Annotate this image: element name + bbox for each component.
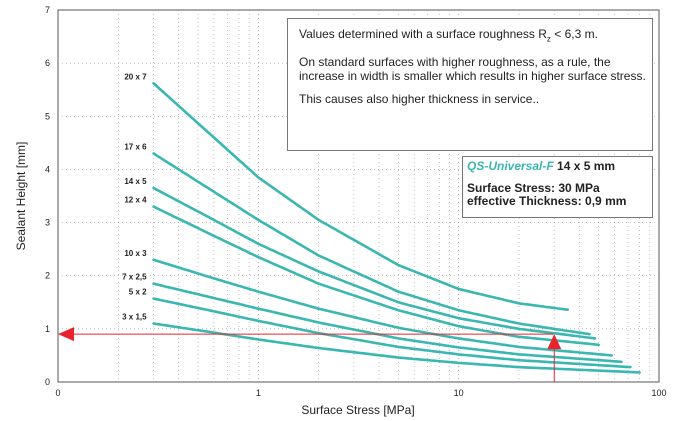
x-tick-label: 10 (454, 388, 464, 398)
effective-thickness-value: effective Thickness: 0,9 mm (467, 194, 627, 208)
info-note-standard-surfaces: On standard surfaces with higher roughne… (299, 55, 646, 84)
curves (152, 82, 641, 374)
curve-label: 7 x 2,5 (122, 273, 147, 282)
x-tick-label: 1 (256, 388, 261, 398)
curve-label: 3 x 1,5 (122, 313, 147, 322)
y-tick-label: 1 (45, 324, 50, 334)
y-axis-title: Sealant Height [mm] (14, 142, 28, 251)
product-size: 14 x 5 mm (553, 159, 616, 173)
curve-label: 5 x 2 (129, 288, 147, 297)
marker-left-arrow (58, 327, 74, 342)
axis-ticks: 0 1 10 100 0 1 2 3 4 5 6 7 (45, 5, 667, 398)
curve-label: 14 x 5 (124, 177, 147, 186)
y-tick-label: 7 (45, 5, 50, 15)
marker-up-arrow (547, 334, 562, 350)
x-tick-label: 0 (55, 388, 60, 398)
curve-series (152, 82, 569, 311)
curve-label: 10 x 3 (124, 249, 147, 258)
x-tick-label: 100 (651, 388, 666, 398)
product-title: QS-Universal-F 14 x 5 mm (467, 160, 648, 173)
y-tick-label: 3 (45, 218, 50, 228)
curve-label: 12 x 4 (124, 196, 147, 205)
curve-series (152, 186, 597, 340)
info-box: Values determined with a surface roughne… (287, 18, 653, 151)
curve-series (152, 258, 613, 357)
curve-series (152, 152, 591, 336)
note-1-text: Values determined with a surface roughne… (299, 27, 547, 41)
y-tick-label: 0 (45, 377, 50, 387)
y-tick-label: 5 (45, 111, 50, 121)
reading-marker (58, 327, 562, 382)
curve-label: 17 x 6 (124, 142, 147, 151)
surface-stress-value: Surface Stress: 30 MPa (467, 181, 600, 195)
y-tick-label: 6 (45, 58, 50, 68)
info-note-roughness: Values determined with a surface roughne… (299, 27, 646, 46)
product-box: QS-Universal-F 14 x 5 mm Surface Stress:… (462, 156, 653, 218)
curve-labels: 20 x 7 17 x 6 14 x 5 12 x 4 10 x 3 7 x 2,5 5 x… (122, 72, 147, 321)
x-axis-title: Surface Stress [MPa] (301, 403, 414, 417)
y-tick-label: 2 (45, 271, 50, 281)
product-name: QS-Universal-F (467, 159, 554, 173)
info-note-thickness: This causes also higher thickness in ser… (299, 92, 540, 107)
y-tick-label: 4 (45, 164, 50, 174)
curve-label: 20 x 7 (124, 72, 147, 81)
note-1-subscript: z (546, 34, 551, 44)
curve-series (152, 205, 600, 347)
plot-frame (57, 9, 660, 383)
curve-series (152, 282, 623, 364)
note-1-tail: < 6,3 m. (550, 27, 598, 41)
curve-series (152, 297, 632, 369)
